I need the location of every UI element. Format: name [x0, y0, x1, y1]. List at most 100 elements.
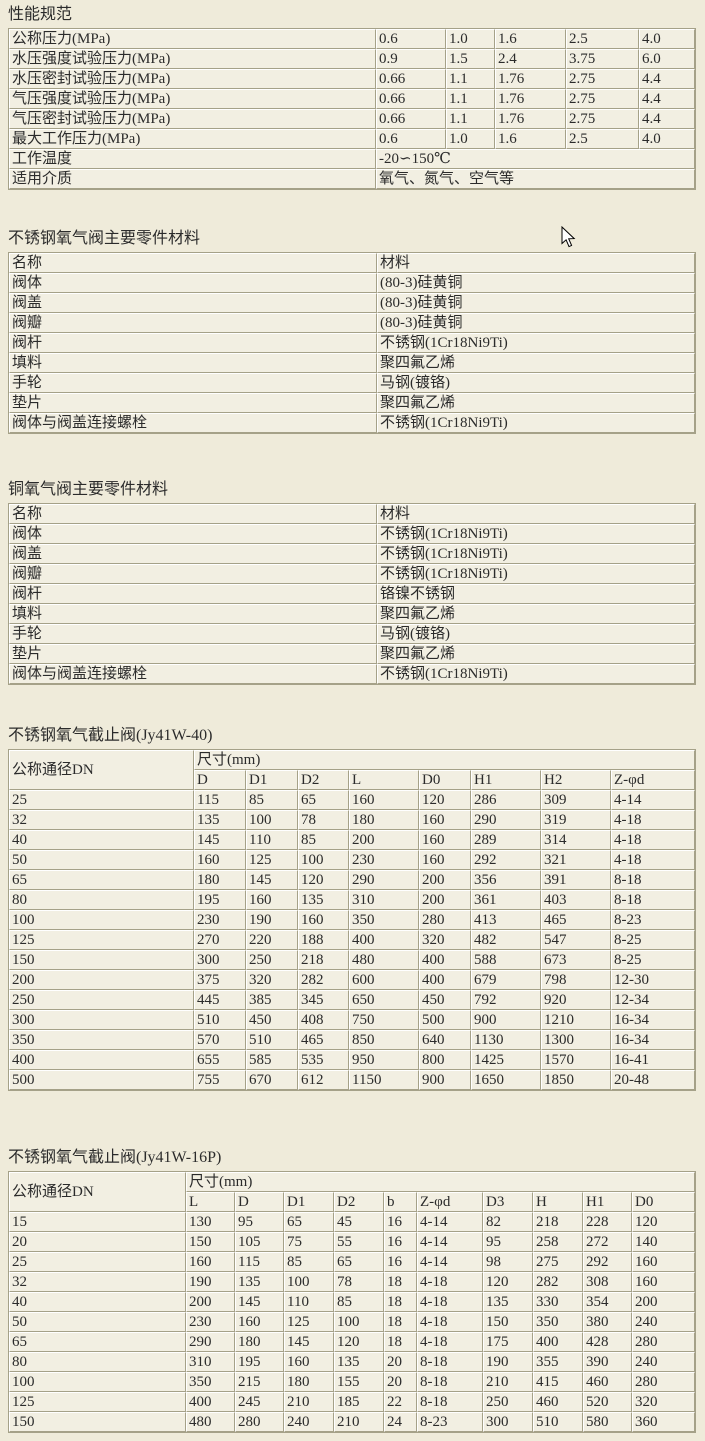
value-cell: 0.6 [376, 29, 446, 49]
dimension-cell: 1570 [541, 1050, 611, 1070]
dimension-cell: 180 [194, 870, 246, 890]
dn-cell: 50 [9, 1312, 186, 1332]
dimension-cell: 330 [533, 1292, 583, 1312]
table-row: 200 375 320 282 600 400 679 798 12-30 [9, 970, 695, 990]
dimension-cell: 289 [471, 830, 541, 850]
dimension-cell: 258 [533, 1232, 583, 1252]
dn-cell: 100 [9, 1372, 186, 1392]
dimension-cell: 185 [334, 1392, 384, 1412]
dimension-cell: 78 [334, 1272, 384, 1292]
dimension-cell: 20 [384, 1372, 417, 1392]
column-header-cell: Z-φd [611, 770, 695, 790]
dimension-cell: 450 [246, 1010, 298, 1030]
material-cell: (80-3)硅黄铜 [377, 293, 695, 313]
dimension-cell: 460 [533, 1392, 583, 1412]
dimension-cell: 510 [533, 1412, 583, 1432]
dimension-cell: 310 [349, 890, 419, 910]
dimension-cell: 240 [284, 1412, 334, 1432]
dimension-cell: 16-41 [611, 1050, 695, 1070]
dimension-cell: 345 [298, 990, 349, 1010]
part-name-cell: 手轮 [9, 373, 377, 393]
dimension-cell: 1130 [471, 1030, 541, 1050]
part-name-cell: 垫片 [9, 393, 377, 413]
dimension-cell: 210 [483, 1372, 533, 1392]
dimension-cell: 350 [349, 910, 419, 930]
value-cell: 1.76 [495, 69, 566, 89]
dimension-cell: 175 [483, 1332, 533, 1352]
dimension-cell: 20-48 [611, 1070, 695, 1090]
value-cell: 1.0 [446, 129, 495, 149]
dimension-cell: 240 [632, 1352, 695, 1372]
row-label-cell: 气压强度试验压力(MPa) [9, 89, 376, 109]
dimension-cell: 22 [384, 1392, 417, 1412]
dimension-cell: 286 [471, 790, 541, 810]
dimension-cell: 18 [384, 1312, 417, 1332]
column-header-cell: H2 [541, 770, 611, 790]
part-name-cell: 阀盖 [9, 544, 377, 564]
table-row: 50 160 125 100 230 160 292 321 4-18 [9, 850, 695, 870]
table-row: 125 400 245 210 185 22 8-18 250 460 520 320 [9, 1392, 695, 1412]
data-table: 名称 材料 阀体 (80-3)硅黄铜 阀盖 (80-3)硅黄铜 阀瓣 (80-3)硅黄铜 阀杆不… [8, 252, 696, 434]
dimension-cell: 85 [298, 830, 349, 850]
dimension-cell: 18 [384, 1332, 417, 1352]
column-header-cell: 名称 [9, 253, 377, 273]
dimension-cell: 18 [384, 1292, 417, 1312]
dimension-cell: 24 [384, 1412, 417, 1432]
dimension-cell: 275 [533, 1252, 583, 1272]
dimension-cell: 500 [419, 1010, 471, 1030]
dimension-cell: 354 [583, 1292, 632, 1312]
dimension-cell: 480 [186, 1412, 235, 1432]
dimension-cell: 612 [298, 1070, 349, 1090]
column-header-cell: L [349, 770, 419, 790]
row-label-cell: 气压密封试验压力(MPa) [9, 109, 376, 129]
dimension-cell: 200 [419, 870, 471, 890]
dimension-cell: 160 [349, 790, 419, 810]
dimension-cell: 150 [483, 1312, 533, 1332]
value-cell: 1.76 [495, 89, 566, 109]
dimension-cell: 210 [334, 1412, 384, 1432]
value-cell: 2.75 [566, 109, 639, 129]
table-row: 阀体与阀盖连接螺栓 不锈钢(1Cr18Ni9Ti) [9, 664, 695, 684]
dimension-cell: 428 [583, 1332, 632, 1352]
dimension-cell: 400 [349, 930, 419, 950]
dimension-cell: 100 [298, 850, 349, 870]
dn-cell: 125 [9, 1392, 186, 1412]
dimension-cell: 145 [246, 870, 298, 890]
table-row: 100 350 215 180 155 20 8-18 210 415 460 280 [9, 1372, 695, 1392]
table-row: 250 445 385 345 650 450 792 920 12-34 [9, 990, 695, 1010]
dimension-cell: 190 [246, 910, 298, 930]
span-value-cell: 氧气、氮气、空气等 [376, 169, 695, 189]
dimension-cell: 8-25 [611, 930, 695, 950]
dimension-cell: 290 [349, 870, 419, 890]
dimension-cell: 319 [541, 810, 611, 830]
part-name-cell: 垫片 [9, 644, 377, 664]
value-cell: 1.6 [495, 129, 566, 149]
dimension-cell: 8-23 [417, 1412, 483, 1432]
dimension-cell: 110 [246, 830, 298, 850]
dimension-cell: 280 [632, 1372, 695, 1392]
dimension-cell: 798 [541, 970, 611, 990]
column-header-cell: H1 [471, 770, 541, 790]
dimension-cell: 85 [246, 790, 298, 810]
data-table: 公称通径DN 尺寸(mm) D D1 D2 L D0 H1 H2 Z-φd 25 115 85 65 160… [8, 749, 696, 1091]
value-cell: 2.5 [566, 29, 639, 49]
dimension-cell: 130 [186, 1212, 235, 1232]
dimension-cell: 180 [235, 1332, 284, 1352]
dn-cell: 80 [9, 890, 194, 910]
dimension-cell: 403 [541, 890, 611, 910]
row-label-cell: 水压强度试验压力(MPa) [9, 49, 376, 69]
table-row: 气压密封试验压力(MPa) 0.66 1.1 1.76 2.75 4.4 [9, 109, 695, 129]
dimension-cell: 4-14 [611, 790, 695, 810]
dimension-cell: 413 [471, 910, 541, 930]
dimension-cell: 673 [541, 950, 611, 970]
dimension-cell: 16-34 [611, 1010, 695, 1030]
dimension-cell: 400 [186, 1392, 235, 1412]
dn-cell: 150 [9, 950, 194, 970]
value-cell: 1.5 [446, 49, 495, 69]
dimension-cell: 850 [349, 1030, 419, 1050]
dimension-cell: 135 [334, 1352, 384, 1372]
dn-cell: 150 [9, 1412, 186, 1432]
material-cell: 聚四氟乙烯 [377, 644, 695, 664]
dimension-cell: 16 [384, 1252, 417, 1272]
dimension-cell: 100 [284, 1272, 334, 1292]
